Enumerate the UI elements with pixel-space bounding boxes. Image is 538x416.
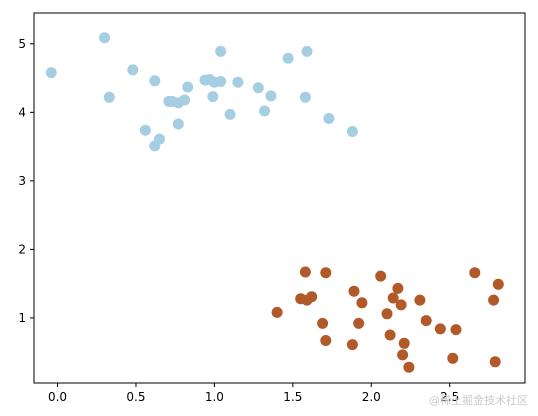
data-point bbox=[215, 76, 227, 87]
data-point bbox=[447, 352, 459, 364]
x-tick-label: 0.0 bbox=[48, 390, 67, 404]
data-point bbox=[450, 324, 462, 336]
data-point bbox=[154, 133, 165, 145]
data-point bbox=[398, 337, 410, 349]
data-point bbox=[392, 282, 404, 294]
data-point bbox=[139, 124, 151, 136]
data-point bbox=[265, 90, 277, 102]
data-point bbox=[317, 317, 329, 329]
data-point bbox=[224, 108, 236, 120]
data-point bbox=[127, 64, 139, 76]
data-point bbox=[375, 270, 387, 282]
data-point bbox=[299, 266, 311, 278]
data-point bbox=[232, 76, 244, 88]
data-point bbox=[271, 306, 283, 318]
data-point bbox=[346, 339, 358, 351]
data-point bbox=[488, 294, 500, 306]
data-point bbox=[469, 267, 481, 279]
data-point bbox=[348, 285, 360, 297]
data-point bbox=[381, 308, 393, 320]
y-tick-label: 4 bbox=[18, 105, 26, 119]
data-point bbox=[207, 91, 219, 103]
data-point bbox=[45, 67, 57, 79]
data-point bbox=[282, 52, 294, 64]
x-tick-label: 2.5 bbox=[440, 390, 459, 404]
y-axis: 1 2 3 4 5 bbox=[18, 37, 34, 325]
y-tick-label: 2 bbox=[18, 242, 26, 256]
data-point bbox=[179, 94, 191, 106]
data-point bbox=[301, 45, 313, 57]
data-point bbox=[215, 45, 227, 57]
data-point bbox=[306, 291, 318, 303]
data-point bbox=[172, 118, 184, 130]
data-point bbox=[397, 349, 409, 361]
data-point bbox=[434, 323, 446, 335]
data-point bbox=[387, 292, 399, 304]
x-tick-label: 0.5 bbox=[126, 390, 145, 404]
data-point bbox=[395, 299, 407, 311]
data-point bbox=[320, 335, 332, 346]
x-axis: 0.0 0.5 1.0 1.5 2.0 2.5 bbox=[48, 383, 459, 404]
y-tick-label: 1 bbox=[18, 311, 26, 325]
data-point bbox=[492, 278, 504, 290]
data-point bbox=[299, 91, 311, 103]
data-point bbox=[103, 91, 115, 103]
points-layer bbox=[45, 32, 504, 373]
data-point bbox=[420, 315, 432, 327]
data-point bbox=[489, 356, 501, 368]
data-point bbox=[149, 75, 161, 87]
data-point bbox=[323, 113, 335, 124]
data-point bbox=[346, 126, 358, 137]
data-point bbox=[320, 267, 332, 279]
x-tick-label: 1.0 bbox=[205, 390, 224, 404]
watermark: @稀土掘金技术社区 bbox=[429, 394, 528, 407]
data-point bbox=[356, 297, 368, 309]
data-point bbox=[384, 329, 396, 341]
y-tick-label: 5 bbox=[18, 37, 26, 51]
data-point bbox=[259, 105, 271, 117]
data-point bbox=[414, 294, 426, 306]
data-point bbox=[403, 361, 415, 373]
data-point bbox=[182, 81, 194, 93]
data-point bbox=[252, 82, 264, 94]
x-tick-label: 1.5 bbox=[283, 390, 302, 404]
plot-frame bbox=[33, 12, 526, 384]
data-point bbox=[99, 32, 111, 44]
data-point bbox=[353, 317, 365, 329]
x-tick-label: 2.0 bbox=[362, 390, 381, 404]
y-tick-label: 3 bbox=[18, 174, 26, 188]
